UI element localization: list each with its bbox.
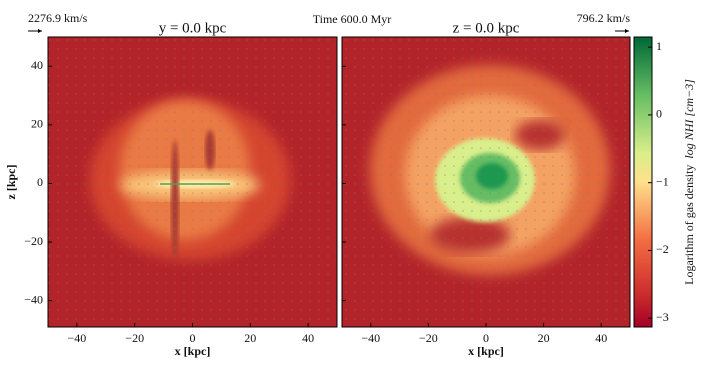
y-tick-label: 40 [31,58,43,72]
x-tick-label: 40 [302,331,314,345]
x-axis-label: x [kpc] [468,344,504,358]
panel-title: y = 0.0 kpc [159,20,227,36]
x-tick-label: 0 [190,331,196,345]
x-tick-label: 20 [538,331,550,345]
x-tick-label: 20 [244,331,256,345]
colorbar-unit: log NHI [cm−3] [682,79,696,159]
x-tick-label: −20 [125,331,144,345]
y-tick-label: −40 [24,292,43,306]
panel-title: z = 0.0 kpc [453,20,520,36]
arrow-label: 2276.9 km/s [28,11,88,25]
arrow-label: 796.2 km/s [577,11,631,25]
colorbar-tick-label: −1 [656,174,669,188]
x-tick-label: 40 [595,331,607,345]
x-tick-label: −20 [419,331,438,345]
colorbar-label-text: Logarithm of gas density [682,165,696,285]
colorbar-tick-label: −2 [656,242,669,256]
y-tick-label: −20 [24,234,43,248]
x-tick-label: 0 [483,331,489,345]
colorbar-tick-label: −3 [656,310,669,324]
arrow-head [38,29,42,33]
x-axis-label: x [kpc] [175,344,211,358]
density-image-2 [342,37,630,327]
figure-title: Time 600.0 Myr [313,12,392,26]
y-tick-label: 0 [37,175,43,189]
y-tick-label: 20 [31,117,43,131]
arrow-head [625,29,629,33]
colorbar-tick-label: 1 [656,39,662,53]
x-tick-label: −40 [361,331,380,345]
colorbar-tick-label: 0 [656,107,662,121]
y-axis-label: z [kpc] [4,165,18,200]
colorbar [633,36,653,328]
x-tick-label: −40 [68,331,87,345]
density-image-1 [48,37,337,327]
colorbar-label: Logarithm of gas density log NHI [cm−3] [682,79,696,285]
